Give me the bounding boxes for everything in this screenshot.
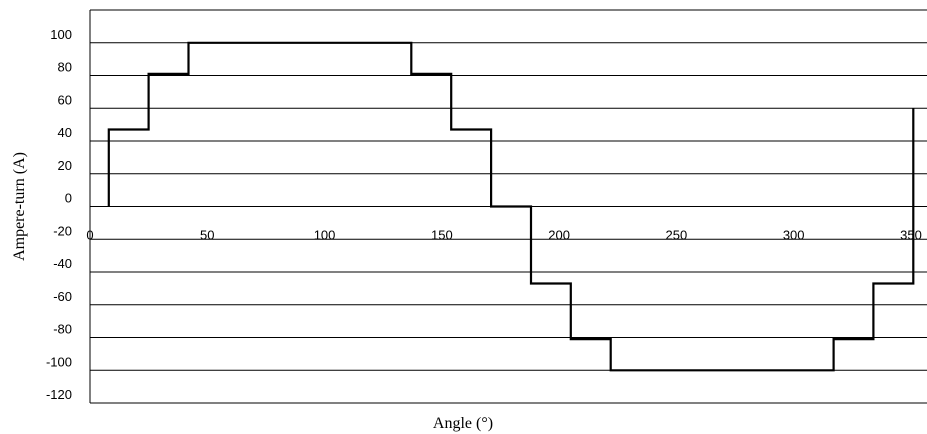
x-tick-label: 0 [86, 228, 93, 243]
y-tick-labels: -120 -100 -80 -60 -40 -20 0 20 40 60 80 100 [46, 27, 72, 402]
y-tick-label: -80 [53, 322, 72, 337]
y-tick-label: -40 [53, 256, 72, 271]
y-tick-label: 20 [58, 158, 72, 173]
y-tick-label: -60 [53, 289, 72, 304]
x-tick-label: 350 [900, 228, 922, 243]
series-layer [107, 41, 915, 372]
y-tick-label: -20 [53, 223, 72, 238]
x-tick-label: 100 [314, 228, 336, 243]
x-tick-label: 50 [200, 228, 214, 243]
series-line [107, 41, 915, 372]
x-tick-label: 250 [666, 228, 688, 243]
y-tick-label: -120 [46, 387, 72, 402]
x-axis-label: Angle (°) [433, 415, 493, 432]
x-tick-label: 200 [548, 228, 570, 243]
x-tick-label: 150 [431, 228, 453, 243]
y-tick-label: -100 [46, 354, 72, 369]
x-tick-label: 300 [783, 228, 805, 243]
y-tick-label: 40 [58, 125, 72, 140]
y-tick-label: 100 [50, 27, 72, 42]
y-tick-label: 80 [58, 60, 72, 75]
y-tick-label: 60 [58, 92, 72, 107]
x-tick-labels: 0 50 100 150 200 250 300 350 [86, 228, 921, 243]
y-tick-label: 0 [65, 191, 72, 206]
y-axis-label: Ampere-turn (A) [11, 152, 28, 261]
